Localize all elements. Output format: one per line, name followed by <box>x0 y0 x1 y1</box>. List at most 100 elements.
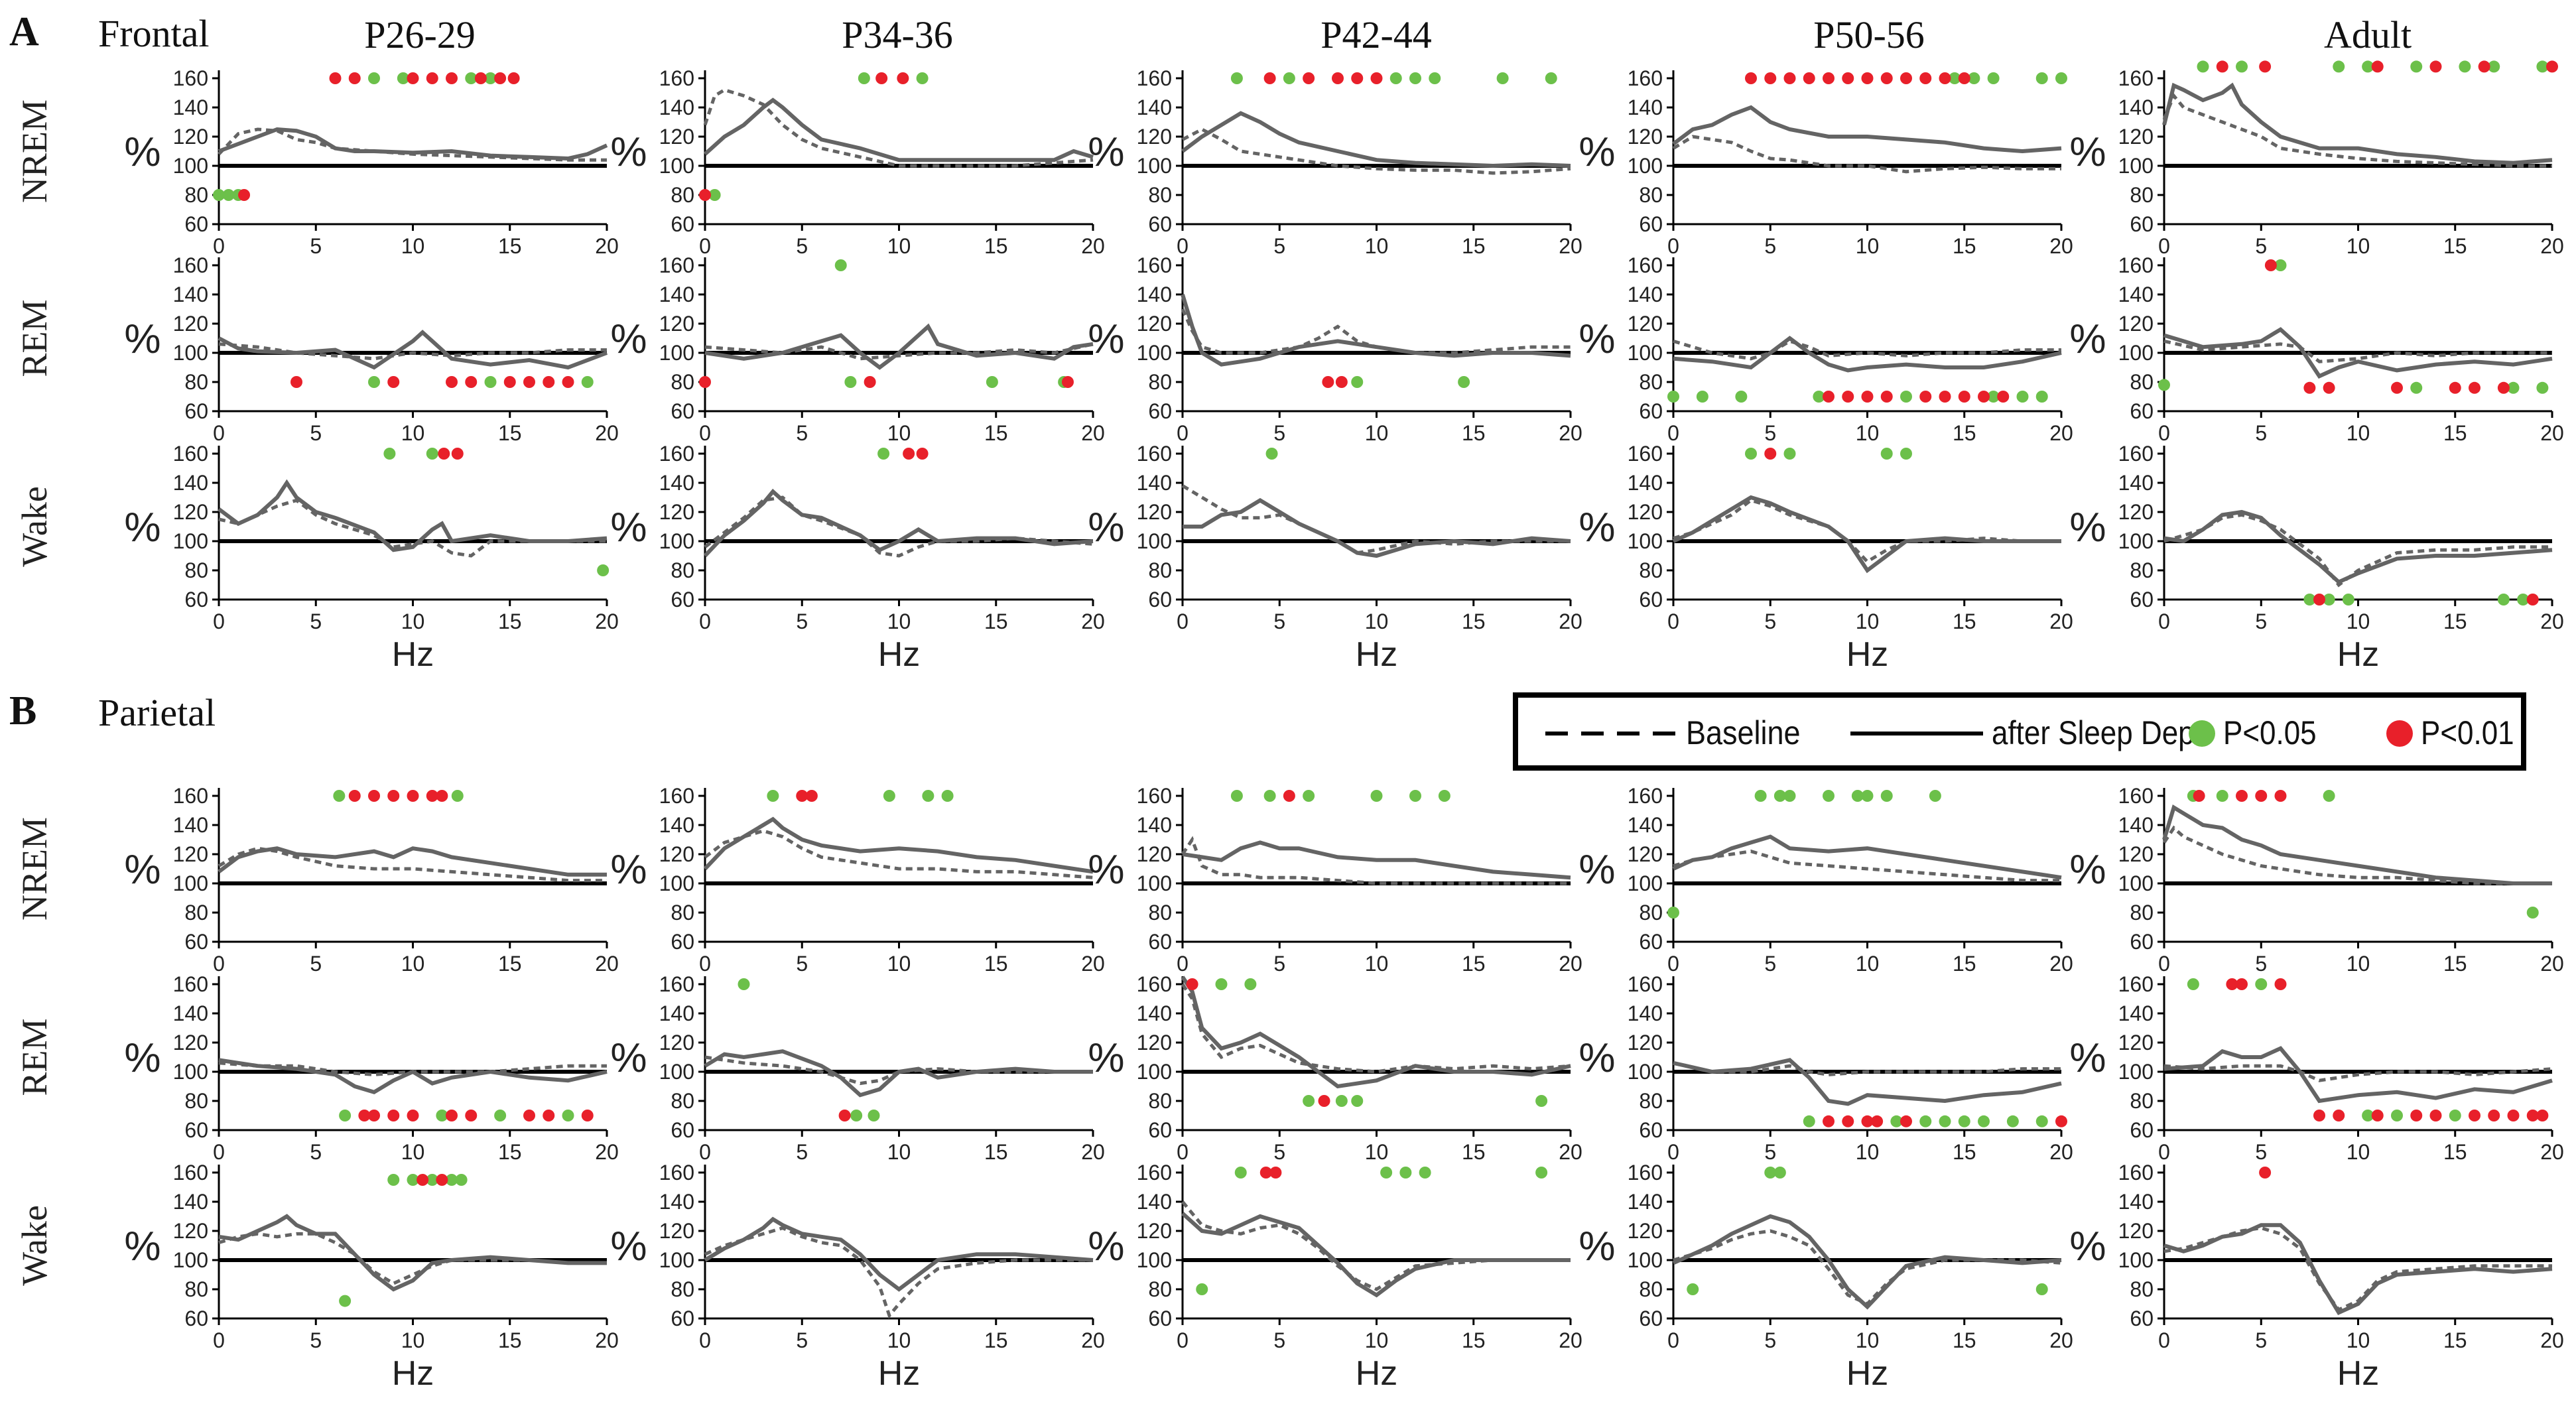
x-tick-label: 10 <box>401 609 425 633</box>
y-tick-label: 120 <box>2118 125 2154 149</box>
x-tick-label: 0 <box>213 609 225 633</box>
y-tick-label: 140 <box>1628 1190 1663 1214</box>
section-a-letter: A <box>9 9 39 54</box>
p01-marker <box>2313 594 2325 606</box>
x-tick-label: 20 <box>1081 234 1105 258</box>
p05-marker <box>1351 1095 1364 1107</box>
y-tick-label: 80 <box>184 370 208 394</box>
p05-marker <box>1535 1167 1548 1179</box>
p01-marker <box>1919 72 1932 84</box>
p05-marker <box>858 72 870 84</box>
y-tick-label: 140 <box>1628 1001 1663 1025</box>
y-tick-label: 160 <box>2118 253 2154 277</box>
y-tick-label: 100 <box>173 1248 208 1272</box>
p05-marker <box>2488 60 2500 73</box>
p01-marker <box>368 790 380 802</box>
p05-marker <box>1429 72 1441 84</box>
x-tick-label: 0 <box>1177 952 1189 976</box>
y-tick-label: 160 <box>173 442 208 466</box>
p01-marker <box>1322 376 1334 388</box>
percent-label: % <box>124 316 161 362</box>
p05-marker <box>436 1110 448 1121</box>
x-tick-label: 5 <box>310 1140 322 1164</box>
x-tick-label: 5 <box>2255 952 2267 976</box>
x-tick-label: 15 <box>1462 234 1486 258</box>
y-tick-label: 80 <box>2130 183 2154 207</box>
p05-marker <box>1303 790 1315 802</box>
y-tick-label: 140 <box>173 813 208 837</box>
y-tick-label: 120 <box>1137 500 1172 524</box>
panel-frontal-p42-44-wake: 60 80 100 120 140 160 0 5 10 15 20% Hz <box>1088 442 1582 674</box>
x-tick-label: 20 <box>595 609 619 633</box>
p05-marker <box>1283 72 1295 84</box>
after-sleep-dep-line <box>218 1058 608 1095</box>
p01-marker <box>838 1110 851 1121</box>
p05-marker <box>2016 391 2029 403</box>
x-tick-label: 15 <box>984 609 1008 633</box>
y-tick-label: 80 <box>2130 1277 2154 1301</box>
y-tick-label: 140 <box>1628 813 1663 837</box>
p05-marker <box>2391 1110 2403 1121</box>
p05-marker <box>2536 381 2549 394</box>
x-tick-label: 20 <box>2540 421 2564 445</box>
p05-marker <box>2236 60 2248 73</box>
x-tick-label: 0 <box>699 234 711 258</box>
p01-marker <box>387 790 400 802</box>
p01-marker <box>1303 72 1315 84</box>
x-tick-label: 20 <box>1559 1328 1582 1352</box>
p05-marker <box>339 1110 352 1121</box>
p05-marker <box>1745 448 1757 460</box>
p05-marker <box>1234 1167 1247 1179</box>
x-tick-label: 10 <box>2347 609 2370 633</box>
p05-marker <box>2274 259 2287 271</box>
after-sleep-dep-line <box>2163 327 2553 379</box>
p01-marker <box>1823 391 1835 403</box>
p01-marker <box>897 72 909 84</box>
y-tick-label: 80 <box>671 901 694 925</box>
y-tick-label: 120 <box>659 312 694 336</box>
p05-marker <box>922 790 934 802</box>
y-tick-label: 160 <box>659 66 694 90</box>
x-tick-label: 10 <box>1856 1328 1880 1352</box>
x-tick-label: 15 <box>498 421 522 445</box>
after-sleep-dep-line <box>218 127 608 161</box>
x-tick-label: 5 <box>310 609 322 633</box>
y-tick-label: 160 <box>173 1161 208 1184</box>
percent-label: % <box>1088 847 1124 893</box>
p05-marker <box>1851 790 1864 802</box>
x-tick-label: 20 <box>1559 421 1582 445</box>
p05-marker <box>1968 72 1980 84</box>
y-tick-label: 160 <box>659 253 694 277</box>
y-tick-label: 100 <box>173 341 208 365</box>
p01-marker <box>446 376 458 388</box>
p01-marker <box>1745 72 1757 84</box>
y-tick-label: 140 <box>173 1001 208 1025</box>
p01-marker <box>2259 60 2272 73</box>
x-tick-label: 15 <box>1953 1140 1976 1164</box>
panel-parietal-p26-29-nrem: 60 80 100 120 140 160 0 5 10 15 20 NREM% <box>15 784 619 976</box>
p01-marker <box>446 1110 458 1121</box>
p01-marker <box>1186 978 1198 990</box>
section-b-title: Parietal <box>98 691 216 734</box>
y-tick-label: 140 <box>1137 1001 1172 1025</box>
y-tick-label: 140 <box>1628 283 1663 306</box>
y-tick-label: 160 <box>1137 1161 1172 1184</box>
p05-marker <box>426 448 438 460</box>
x-tick-label: 10 <box>887 952 911 976</box>
p05-marker <box>446 1174 458 1186</box>
y-tick-label: 160 <box>173 972 208 996</box>
x-axis-label: Hz <box>1846 1354 1889 1393</box>
p05-marker <box>1230 790 1243 802</box>
panel-frontal-adult-wake: 60 80 100 120 140 160 0 5 10 15 20% Hz <box>2069 442 2563 674</box>
p01-marker <box>2497 381 2510 394</box>
x-tick-label: 0 <box>1667 1140 1679 1164</box>
x-tick-label: 15 <box>498 952 522 976</box>
y-tick-label: 80 <box>671 370 694 394</box>
panel-frontal-adult-rem: 60 80 100 120 140 160 0 5 10 15 20% <box>2069 253 2563 445</box>
y-tick-label: 140 <box>2118 283 2154 306</box>
p01-marker <box>1061 376 1074 388</box>
percent-label: % <box>1578 316 1615 362</box>
y-tick-label: 120 <box>173 1031 208 1054</box>
y-tick-label: 60 <box>1148 399 1172 423</box>
after-sleep-dep-line <box>2162 804 2552 885</box>
